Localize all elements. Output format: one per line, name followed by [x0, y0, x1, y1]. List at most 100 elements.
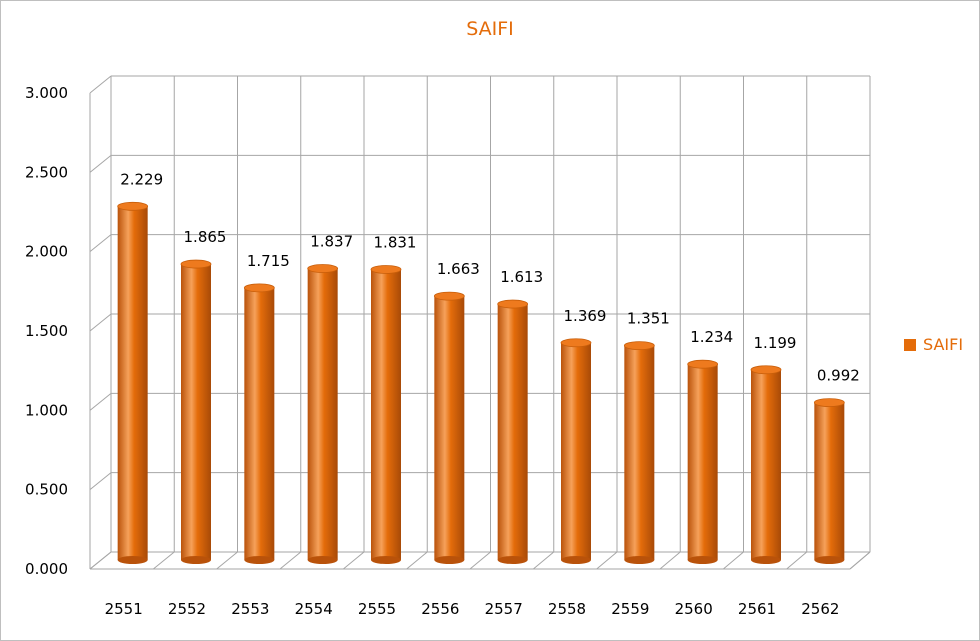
bar-2562 — [813, 398, 845, 564]
x-tick-label: 2556 — [421, 600, 459, 618]
floor-line — [216, 551, 238, 570]
bar-top — [750, 365, 782, 375]
x-tick-label: 2562 — [801, 600, 839, 618]
bar-base — [371, 556, 401, 564]
y-tick-label: 3.000 — [25, 84, 68, 102]
bar-2561 — [750, 365, 782, 564]
floor-line — [89, 551, 112, 570]
gridline-side — [89, 75, 112, 94]
bar-2560 — [687, 359, 719, 564]
bar-base — [434, 556, 465, 564]
bar-body — [687, 364, 718, 560]
bar-base — [624, 556, 655, 564]
legend-swatch — [904, 338, 916, 351]
data-label: 1.613 — [500, 268, 543, 286]
gridline-side — [89, 154, 112, 173]
floor-line — [786, 551, 808, 570]
x-tick-label: 2555 — [358, 600, 396, 618]
legend-label: SAIFI — [923, 335, 964, 354]
x-tick-label: 2558 — [548, 600, 586, 618]
floor-line — [153, 551, 175, 570]
x-tick-label: 2551 — [105, 600, 143, 618]
chart-title: SAIFI — [466, 18, 514, 40]
data-label: 1.831 — [374, 233, 417, 251]
bar-2553 — [243, 283, 275, 564]
data-label: 1.369 — [564, 307, 607, 325]
bar-2551 — [117, 201, 149, 564]
bar-body — [117, 206, 148, 560]
bar-top — [560, 338, 592, 348]
bar-base — [244, 556, 275, 564]
x-axis-ticks: 2551 2552 2553 2554 2555 2556 2557 2558 2559 2560… — [105, 600, 840, 618]
x-tick-label: 2553 — [231, 600, 269, 618]
bar-top — [307, 264, 339, 273]
bar-base — [307, 556, 338, 564]
x-tick-label: 2561 — [738, 600, 776, 618]
legend: SAIFI — [904, 335, 963, 354]
bar-2558 — [560, 338, 592, 564]
bar-2555 — [370, 265, 402, 564]
data-label: 2.229 — [120, 170, 163, 188]
bar-body — [624, 345, 655, 560]
gridline-side — [89, 234, 112, 253]
bar-base — [117, 556, 148, 564]
gridline-side — [89, 392, 112, 411]
data-label: 1.663 — [437, 260, 480, 278]
bar-top — [117, 201, 149, 211]
bar-base — [687, 556, 718, 564]
bar-2554 — [307, 264, 339, 564]
y-tick-label: 2.500 — [25, 163, 68, 181]
floor-right — [849, 551, 871, 570]
x-tick-label: 2559 — [611, 600, 649, 618]
bar-2557 — [497, 299, 529, 564]
bar-base — [814, 556, 845, 564]
x-tick-label: 2552 — [168, 600, 206, 618]
bar-top — [180, 259, 212, 269]
data-label: 1.715 — [247, 252, 290, 270]
bar-body — [307, 268, 338, 560]
bar-top — [370, 265, 402, 274]
bars — [117, 201, 845, 564]
bar-top — [813, 398, 845, 408]
bar-base — [181, 556, 211, 564]
floor-line — [723, 551, 744, 570]
y-tick-label: 0.500 — [25, 481, 68, 499]
floor-line — [596, 551, 618, 570]
x-tick-label: 2560 — [675, 600, 713, 618]
bar-base — [561, 556, 591, 564]
floor-line — [659, 551, 681, 570]
bar-top — [497, 299, 529, 309]
bar-top — [623, 341, 655, 351]
data-labels: 2.229 1.865 1.715 1.837 1.831 1.663 1.613 1.369… — [120, 170, 860, 384]
bar-body — [561, 342, 591, 560]
data-label: 1.865 — [184, 228, 227, 246]
bar-body — [371, 269, 401, 560]
data-label: 1.234 — [690, 328, 733, 346]
y-tick-label: 1.500 — [25, 322, 68, 340]
x-tick-label: 2557 — [485, 600, 523, 618]
bar-2559 — [623, 341, 655, 564]
gridline-side — [89, 472, 112, 491]
data-label: 1.199 — [754, 334, 797, 352]
y-tick-label: 1.000 — [25, 401, 68, 419]
bar-top — [433, 291, 465, 301]
data-label: 0.992 — [817, 367, 860, 385]
floor-line — [343, 551, 365, 570]
bar-top — [243, 283, 275, 293]
floor-line — [279, 551, 302, 570]
bar-base — [497, 556, 528, 564]
bar-body — [181, 264, 211, 560]
y-axis-ticks: 0.000 0.500 1.000 1.500 2.000 2.500 3.000 — [25, 84, 68, 578]
floor-line — [533, 551, 555, 570]
data-label: 1.351 — [627, 310, 670, 328]
data-label: 1.837 — [310, 233, 353, 251]
bar-body — [497, 304, 528, 560]
bar-top — [687, 359, 719, 369]
bar-2552 — [180, 259, 212, 564]
grid-lines — [89, 75, 871, 570]
x-tick-label: 2554 — [295, 600, 333, 618]
bar-body — [814, 402, 845, 560]
bar-body — [244, 287, 275, 560]
bar-body — [434, 296, 465, 560]
